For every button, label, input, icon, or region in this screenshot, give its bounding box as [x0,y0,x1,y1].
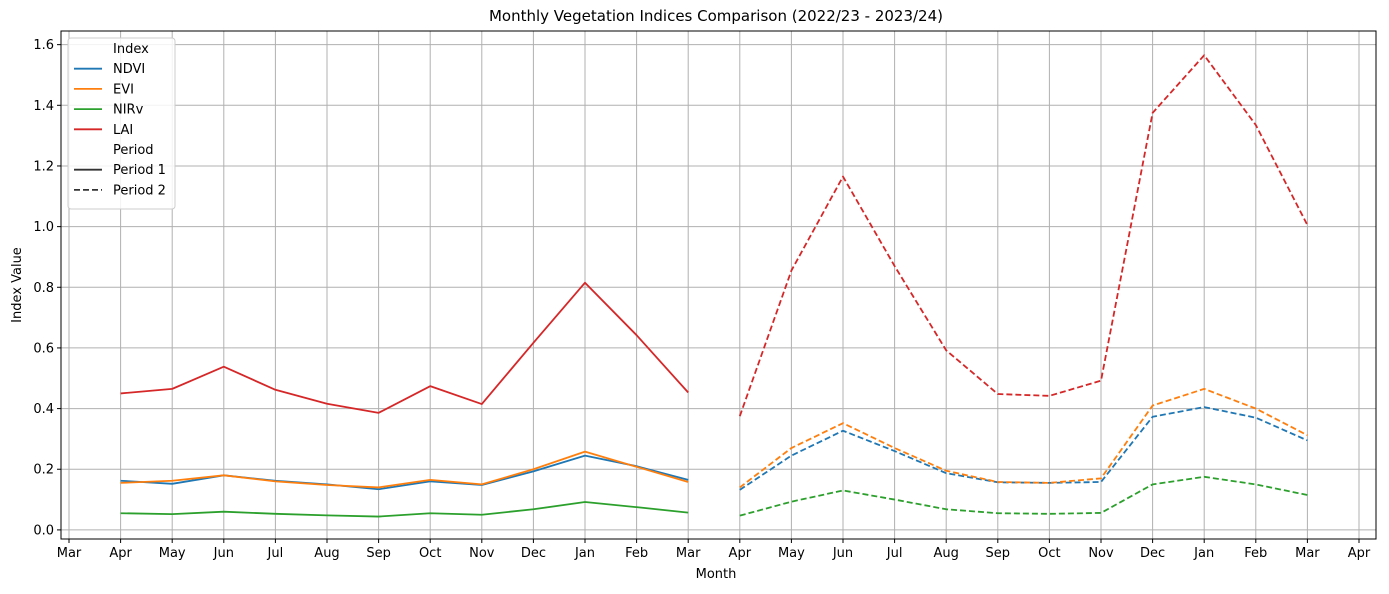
series-lines [120,54,1309,518]
x-tick-label: Jan [574,546,595,561]
y-axis-label: Index Value [10,247,25,323]
y-axis-ticks: 0.0 0.2 0.4 0.6 0.8 1.0 1.2 1.4 1.6 [33,38,61,538]
plot-frame [60,30,1377,540]
y-tick-label: 1.4 [33,99,54,114]
x-tick-label: Aug [314,546,339,561]
x-tick-label: Apr [1348,546,1371,561]
legend: Index NDVI EVI NIRv LAI Period Period 1 Period … [67,37,176,210]
x-tick-label: Oct [1038,546,1060,561]
legend-period-2-label: Period 2 [113,183,166,198]
x-tick-label: Mar [57,546,82,561]
legend-box [67,37,176,210]
y-tick-label: 0.6 [33,341,54,356]
x-axis-label: Month [696,567,737,582]
legend-index-title: Index [113,42,149,57]
x-tick-label: Nov [1088,546,1114,561]
ndvi-period-2-line [739,406,1308,491]
y-tick-label: 0.8 [33,281,54,296]
legend-nirv-label: NIRv [113,103,144,118]
grid-lines [61,31,1376,539]
y-tick-label: 1.0 [33,220,54,235]
x-tick-label: Sep [986,546,1011,561]
x-tick-label: May [778,546,805,561]
x-tick-label: Aug [934,546,959,561]
legend-period-title: Period [113,143,154,158]
y-tick-label: 0.2 [33,463,54,478]
lai-period-2-line [738,54,1309,417]
evi-period-2-line [739,387,1308,489]
x-axis-ticks: Mar Apr May Jun Jul Aug Sep Oct Nov Dec Jan Feb Mar A… [57,539,1371,561]
x-tick-label: Dec [1140,546,1165,561]
x-tick-label: Jul [267,546,284,561]
legend-ndvi-label: NDVI [113,62,145,77]
nirv-period-2-line [739,475,1308,517]
legend-period-1-label: Period 1 [113,163,166,178]
x-tick-label: Sep [366,546,391,561]
chart-title: Monthly Vegetation Indices Comparison (2… [489,7,943,25]
legend-evi-label: EVI [113,82,134,97]
x-tick-label: Jul [886,546,903,561]
plot-background [61,31,1376,539]
x-tick-label: May [159,546,186,561]
x-tick-label: Jun [832,546,853,561]
x-tick-label: Feb [625,546,648,561]
x-tick-label: Mar [676,546,701,561]
y-tick-label: 0.4 [33,402,54,417]
y-tick-label: 1.2 [33,159,54,174]
x-tick-label: Mar [1295,546,1320,561]
evi-period-1-line [120,450,689,489]
legend-lai-label: LAI [113,123,133,138]
x-tick-label: Apr [729,546,752,561]
nirv-period-1-line [120,501,689,518]
x-tick-label: Dec [521,546,546,561]
x-tick-label: Feb [1244,546,1267,561]
y-tick-label: 0.0 [33,523,54,538]
x-tick-label: Jun [213,546,234,561]
x-tick-label: Nov [469,546,495,561]
lai-period-1-line [120,281,689,414]
x-tick-label: Apr [109,546,132,561]
x-tick-label: Oct [419,546,441,561]
x-tick-label: Jan [1193,546,1214,561]
y-tick-label: 1.6 [33,38,54,53]
